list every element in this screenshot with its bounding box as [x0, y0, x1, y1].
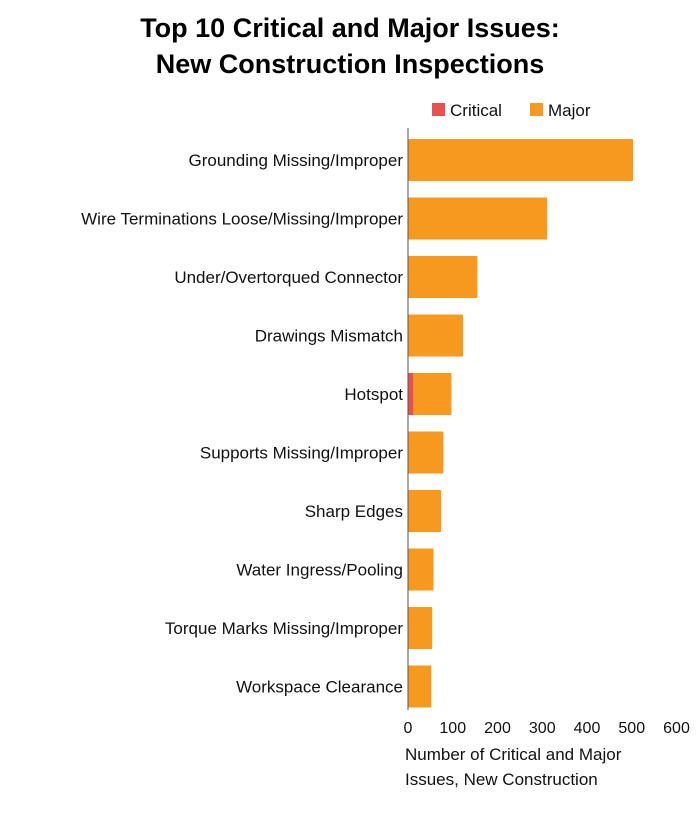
category-label-7: Sharp Edges [305, 502, 403, 521]
category-label-1: Grounding Missing/Improper [189, 151, 404, 170]
category-label-2: Wire Terminations Loose/Missing/Improper [81, 210, 403, 229]
legend-swatch-major [530, 103, 543, 116]
x-tick-label-0: 0 [404, 720, 413, 737]
bar-major-10 [408, 665, 432, 708]
bar-major-5 [413, 373, 452, 415]
category-label-9: Torque Marks Missing/Improper [165, 619, 403, 638]
category-label-3: Under/Overtorqued Connector [174, 268, 403, 287]
bar-major-1 [408, 139, 634, 181]
x-axis: 0 100 200 300 400 500 600 [404, 128, 690, 737]
x-tick-label-200: 200 [484, 720, 511, 737]
legend-label-major: Major [548, 101, 591, 120]
legend-label-critical: Critical [450, 101, 502, 120]
category-label-4: Drawings Mismatch [255, 327, 403, 346]
bar-major-9 [408, 607, 433, 649]
chart-title: Top 10 Critical and Major Issues: New Co… [0, 10, 700, 82]
bars [408, 139, 634, 708]
legend: Critical Major [432, 101, 591, 120]
x-tick-label-400: 400 [574, 720, 601, 737]
bar-major-4 [408, 314, 464, 357]
x-tick-label-300: 300 [529, 720, 556, 737]
x-tick-label-600: 600 [663, 720, 690, 737]
chart-title-line-2: New Construction Inspections [155, 49, 545, 79]
category-labels: Grounding Missing/Improper Wire Terminati… [81, 151, 403, 697]
bar-major-3 [408, 256, 478, 298]
bar-major-2 [408, 197, 548, 240]
bar-major-8 [408, 548, 434, 591]
bar-major-7 [408, 490, 442, 532]
chart-title-line-1: Top 10 Critical and Major Issues: [140, 13, 560, 43]
bar-critical-5 [408, 373, 414, 415]
category-label-10: Workspace Clearance [236, 678, 403, 697]
category-label-5: Hotspot [344, 385, 403, 404]
x-axis-title-line-1: Number of Critical and Major [405, 745, 622, 764]
x-axis-title: Number of Critical and Major Issues, New… [405, 742, 695, 792]
x-tick-label-100: 100 [439, 720, 466, 737]
category-label-8: Water Ingress/Pooling [236, 561, 403, 580]
category-label-6: Supports Missing/Improper [200, 444, 403, 463]
bar-major-6 [408, 431, 444, 474]
x-axis-title-line-2: Issues, New Construction [405, 770, 598, 789]
legend-swatch-critical [432, 103, 445, 116]
x-tick-label-500: 500 [618, 720, 645, 737]
